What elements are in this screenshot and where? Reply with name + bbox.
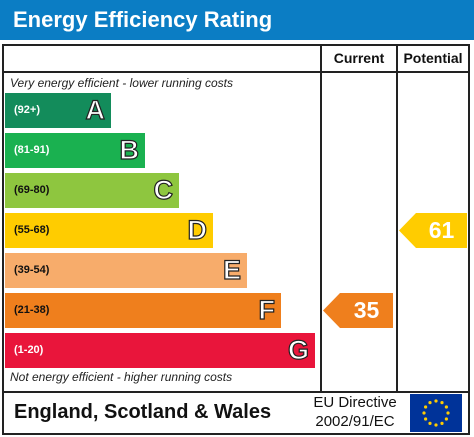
- band-range-label: (92+): [14, 104, 40, 116]
- current-column-header: Current: [333, 50, 385, 66]
- current-column-divider: [320, 46, 322, 391]
- eu-star: [446, 411, 450, 415]
- eu-directive-line2: 2002/91/EC: [315, 413, 395, 430]
- band-letter: F: [258, 294, 276, 325]
- band-d: (55-68) D: [5, 213, 213, 248]
- current-arrow-shape: [323, 293, 393, 328]
- band-letter: C: [153, 174, 174, 205]
- eu-star: [428, 421, 432, 425]
- band-c: (69-80) C: [5, 173, 179, 208]
- potential-arrow-shape: [399, 213, 467, 248]
- band-range-label: (39-54): [14, 264, 50, 276]
- eu-star: [444, 417, 448, 421]
- header-divider: [4, 71, 468, 73]
- footer-country: England, Scotland & Wales: [14, 401, 272, 423]
- band-f: (21-38) F: [5, 293, 281, 328]
- eu-star: [424, 405, 428, 409]
- current-rating-value: 35: [353, 297, 380, 323]
- band-letter: G: [287, 334, 309, 365]
- band-letter: E: [222, 254, 241, 285]
- potential-column-header: Potential: [403, 50, 463, 66]
- eu-flag-icon: [410, 394, 462, 432]
- band-g: (1-20) G: [5, 333, 315, 368]
- potential-rating-arrow: 61: [399, 213, 467, 248]
- current-arrow-polygon: [323, 293, 393, 328]
- eu-directive: EU Directive 2002/91/EC: [306, 393, 404, 431]
- band-b: (81-91) B: [5, 133, 145, 168]
- top-note: Very energy efficient - lower running co…: [10, 76, 233, 90]
- band-e: (39-54) E: [5, 253, 247, 288]
- eu-star: [434, 423, 438, 427]
- potential-column-divider: [396, 46, 398, 391]
- footer: [2, 391, 470, 435]
- eu-star: [444, 405, 448, 409]
- band-range-label: (1-20): [14, 344, 44, 356]
- potential-arrow-polygon: [399, 213, 467, 248]
- band-range-label: (21-38): [14, 304, 50, 316]
- potential-rating-value: 61: [428, 217, 455, 243]
- band-range-label: (81-91): [14, 144, 50, 156]
- current-rating-arrow: 35: [323, 293, 393, 328]
- band-range-label: (55-68): [14, 224, 50, 236]
- eu-directive-line1: EU Directive: [313, 394, 397, 411]
- chart-title: Energy Efficiency Rating: [13, 7, 273, 32]
- band-letter: B: [119, 134, 140, 165]
- band-range-label: (69-80): [14, 184, 50, 196]
- band-letter: D: [187, 214, 208, 245]
- eu-star: [434, 399, 438, 403]
- band-a: (92+) A: [5, 93, 111, 128]
- eu-star: [440, 421, 444, 425]
- eu-star: [422, 411, 426, 415]
- eu-star: [424, 417, 428, 421]
- bottom-note: Not energy efficient - higher running co…: [10, 370, 233, 384]
- title-bar: Energy Efficiency Rating: [0, 0, 474, 40]
- band-letter: A: [85, 94, 106, 125]
- eu-star: [428, 401, 432, 405]
- eu-star: [440, 401, 444, 405]
